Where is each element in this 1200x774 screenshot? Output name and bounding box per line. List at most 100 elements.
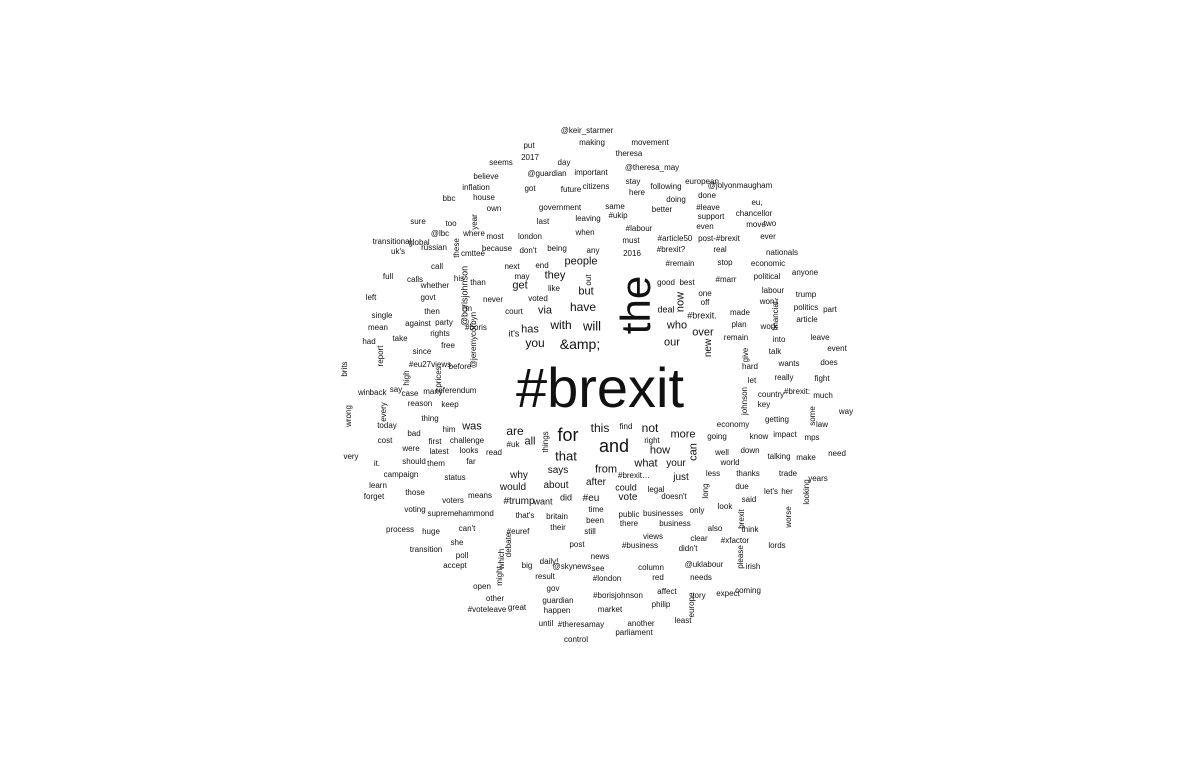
cloud-word: call [430, 262, 444, 271]
cloud-word: have [569, 300, 597, 314]
cloud-word: citizens [582, 182, 610, 191]
cloud-word: #uk [506, 440, 520, 449]
cloud-word: gov [546, 584, 560, 593]
cloud-word: out [584, 274, 593, 286]
cloud-word: against [405, 319, 431, 328]
cloud-word: big [521, 561, 533, 570]
cloud-word: economic [750, 259, 786, 268]
cloud-word: make [796, 453, 816, 462]
cloud-word: expect [716, 589, 740, 598]
cloud-word: #london [592, 574, 622, 583]
cloud-word: house [473, 193, 495, 202]
cloud-word: voters [442, 496, 464, 505]
cloud-word: law [815, 420, 829, 429]
cloud-word: new [703, 338, 714, 358]
cloud-word: may [514, 272, 530, 281]
cloud-word: market [597, 605, 623, 614]
cloud-word: politics [793, 303, 819, 312]
cloud-word: article [796, 315, 818, 324]
cloud-word: post-#brexit [698, 234, 740, 243]
cloud-word: huge [422, 527, 440, 536]
cloud-word: talk [768, 347, 782, 356]
cloud-word: there [619, 519, 639, 528]
cloud-word: know [749, 432, 769, 441]
cloud-word: two [763, 219, 777, 228]
cloud-word: move [746, 220, 766, 229]
cloud-word: needs [690, 573, 712, 582]
cloud-word: learn [369, 481, 387, 490]
cloud-word: could [615, 482, 637, 493]
cloud-word: were [402, 444, 420, 453]
cloud-word: government [538, 203, 582, 212]
cloud-word: keep [441, 400, 459, 409]
cloud-word: movement [631, 138, 669, 147]
cloud-word: first [428, 437, 442, 446]
cloud-word: russian [421, 243, 447, 252]
cloud-word: whether [420, 281, 450, 290]
cloud-word: can't [458, 524, 476, 533]
cloud-word: #euref [506, 527, 530, 536]
cloud-word: rights [430, 329, 450, 338]
cloud-word: #brexit: [783, 387, 811, 396]
cloud-word: need [828, 449, 846, 458]
cloud-word: says [547, 465, 569, 476]
cloud-word: said [741, 495, 757, 504]
cloud-word: because [481, 244, 513, 253]
cloud-word: think [741, 525, 759, 534]
cloud-word: those [405, 488, 425, 497]
cloud-word: businesses [642, 509, 684, 518]
cloud-word: now [674, 291, 687, 313]
cloud-word: every [379, 402, 388, 422]
cloud-word: made [729, 308, 751, 317]
cloud-word: what [634, 457, 658, 470]
cloud-word: many [423, 387, 443, 396]
cloud-word: happen [543, 606, 571, 615]
cloud-word: they [544, 269, 566, 282]
cloud-word: #xfactor [720, 536, 750, 545]
cloud-word: today [377, 421, 397, 430]
cloud-word: cost [377, 436, 393, 445]
cloud-word: impact [773, 430, 797, 439]
cloud-word: #eu [582, 493, 600, 504]
cloud-word: public [618, 510, 640, 519]
cloud-word: than [470, 278, 486, 287]
cloud-word: the [612, 275, 659, 335]
cloud-word: really [774, 373, 794, 382]
cloud-word: get [512, 279, 528, 292]
cloud-word: just [673, 472, 689, 483]
cloud-word: theresa [615, 149, 643, 158]
cloud-word: party [435, 318, 453, 327]
cloud-word: long [701, 483, 710, 499]
cloud-word: day [557, 158, 571, 167]
cloud-word: it. [373, 459, 381, 468]
cloud-word: how [649, 444, 671, 457]
cloud-word: another [627, 619, 655, 628]
cloud-word: anyone [791, 268, 819, 277]
cloud-word: views [642, 532, 664, 541]
cloud-word: well [715, 448, 729, 457]
cloud-word: #remain [665, 259, 695, 268]
cloud-word: &amp; [559, 336, 601, 352]
cloud-word: real [713, 245, 727, 254]
cloud-word: voting [404, 505, 426, 514]
cloud-word: wants [778, 359, 800, 368]
cloud-word: him [442, 425, 456, 434]
cloud-word: future [560, 185, 582, 194]
cloud-word: her [781, 487, 793, 496]
cloud-word: mps [804, 433, 820, 442]
cloud-word: great [507, 603, 527, 612]
cloud-word: forget [363, 492, 385, 501]
cloud-word: mean [367, 323, 389, 332]
cloud-word: over [692, 326, 714, 339]
cloud-word: take [392, 334, 408, 343]
cloud-word: here [628, 188, 646, 197]
cloud-word: best [679, 278, 695, 287]
cloud-word: clear [690, 534, 708, 543]
cloud-word: britain [546, 512, 568, 521]
cloud-word: #brexit… [617, 471, 651, 480]
cloud-word: did [559, 492, 573, 503]
cloud-word: very [343, 452, 359, 461]
cloud-word: into [772, 335, 786, 344]
cloud-word: put [523, 141, 535, 150]
